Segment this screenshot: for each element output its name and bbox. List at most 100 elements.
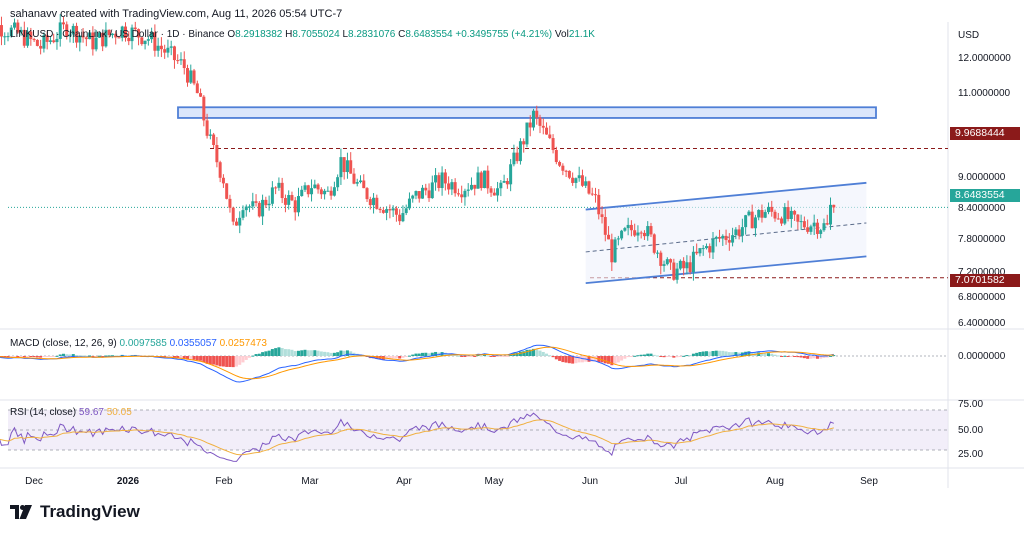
candle-body bbox=[469, 184, 473, 190]
macd-histogram-bar bbox=[443, 352, 447, 356]
candle-body bbox=[776, 218, 780, 220]
macd-histogram-bar bbox=[280, 348, 284, 356]
macd-histogram-bar bbox=[323, 351, 327, 356]
candle-body bbox=[509, 164, 513, 185]
macd-histogram-bar bbox=[796, 356, 800, 358]
macd-histogram-bar bbox=[345, 350, 349, 356]
time-axis-label: Mar bbox=[301, 476, 319, 487]
macd-histogram-bar bbox=[176, 356, 180, 359]
candle-body bbox=[479, 172, 483, 189]
time-axis-label: Jun bbox=[581, 476, 599, 487]
candle-body bbox=[424, 187, 428, 191]
candle-body bbox=[456, 193, 460, 195]
candle-body bbox=[783, 207, 787, 224]
candle-body bbox=[385, 209, 389, 213]
macd-histogram-bar bbox=[61, 353, 65, 356]
macd-histogram-bar bbox=[460, 356, 464, 357]
macd-histogram-bar bbox=[261, 352, 265, 356]
macd-histogram-bar bbox=[91, 356, 95, 357]
low-value: 8.2831076 bbox=[348, 29, 396, 40]
macd-histogram-bar bbox=[238, 356, 242, 365]
macd-histogram-bar bbox=[42, 356, 46, 357]
candle-body bbox=[502, 180, 506, 183]
candle-body bbox=[300, 189, 304, 197]
macd-histogram-bar bbox=[731, 352, 735, 356]
candle-body bbox=[381, 210, 385, 213]
chart-credit: sahanavv created with TradingView.com, A… bbox=[10, 8, 343, 20]
macd-histogram-bar bbox=[558, 356, 562, 361]
macd-histogram-bar bbox=[120, 354, 124, 356]
macd-histogram-bar bbox=[274, 348, 278, 356]
candle-body bbox=[75, 25, 79, 43]
rsi-tick: 25.00 bbox=[958, 449, 984, 460]
macd-histogram-bar bbox=[192, 356, 196, 360]
macd-histogram-bar bbox=[535, 349, 539, 356]
macd-histogram-bar bbox=[554, 356, 558, 360]
macd-histogram-bar bbox=[793, 356, 797, 357]
candle-body bbox=[633, 230, 637, 236]
macd-histogram-bar bbox=[486, 355, 490, 357]
candle-body bbox=[290, 195, 294, 201]
macd-histogram-bar bbox=[538, 350, 542, 356]
candle-body bbox=[372, 197, 376, 206]
macd-histogram-bar bbox=[75, 355, 79, 357]
macd-histogram-bar bbox=[489, 356, 493, 357]
macd-histogram-bar bbox=[600, 356, 604, 363]
candle-body bbox=[130, 27, 134, 42]
candle-body bbox=[499, 182, 503, 189]
candle-body bbox=[665, 259, 669, 265]
macd-histogram-bar bbox=[306, 350, 310, 356]
macd-histogram-bar bbox=[724, 351, 728, 356]
macd-histogram-bar bbox=[221, 356, 225, 367]
candle-body bbox=[561, 165, 565, 171]
candle-body bbox=[600, 214, 604, 218]
macd-histogram-bar bbox=[84, 355, 88, 357]
macd-histogram-bar bbox=[228, 356, 232, 367]
candle-body bbox=[518, 141, 522, 162]
macd-hist-value: 0.0097585 bbox=[119, 338, 167, 349]
candle-body bbox=[505, 180, 509, 185]
candle-body bbox=[636, 232, 640, 236]
macd-histogram-bar bbox=[770, 353, 774, 356]
candle-body bbox=[349, 160, 353, 174]
candle-body bbox=[310, 188, 314, 195]
macd-histogram-bar bbox=[574, 356, 578, 364]
candle-body bbox=[708, 246, 712, 253]
candle-body bbox=[669, 259, 673, 263]
symbol-title[interactable]: LINKUSD · ChainLink / US Dollar · 1D · B… bbox=[10, 29, 225, 40]
candle-body bbox=[16, 22, 20, 33]
price-tick: 7.8000000 bbox=[958, 234, 1006, 245]
candle-body bbox=[760, 210, 764, 218]
candle-body bbox=[48, 40, 52, 42]
candle-body bbox=[212, 134, 216, 145]
candle-body bbox=[205, 120, 209, 136]
macd-label: MACD (close, 12, 26, 9) bbox=[10, 338, 117, 349]
candle-body bbox=[747, 211, 751, 216]
macd-histogram-bar bbox=[270, 349, 274, 356]
macd-histogram-bar bbox=[179, 356, 183, 359]
candle-body bbox=[238, 217, 242, 226]
macd-histogram-bar bbox=[734, 352, 738, 356]
tradingview-logo[interactable]: TradingView bbox=[10, 502, 140, 522]
macd-histogram-bar bbox=[13, 356, 17, 357]
macd-histogram-bar bbox=[704, 351, 708, 356]
macd-histogram-bar bbox=[427, 353, 431, 356]
candle-body bbox=[127, 37, 131, 42]
macd-legend[interactable]: MACD (close, 12, 26, 9) 0.0097585 0.0355… bbox=[10, 338, 267, 349]
candle-body bbox=[195, 83, 199, 94]
candle-body bbox=[133, 27, 137, 30]
macd-histogram-bar bbox=[411, 354, 415, 356]
candle-body bbox=[822, 223, 826, 231]
candle-body bbox=[450, 182, 454, 190]
macd-signal-line bbox=[0, 346, 834, 380]
close-label: C bbox=[398, 29, 406, 40]
candle-body bbox=[176, 60, 180, 62]
macd-histogram-bar bbox=[110, 355, 114, 357]
macd-histogram-bar bbox=[329, 352, 333, 356]
low-label: L bbox=[342, 29, 349, 40]
rsi-legend[interactable]: RSI (14, close) 59.67 50.05 bbox=[10, 407, 132, 418]
candle-body bbox=[26, 31, 30, 46]
candle-body bbox=[107, 29, 111, 36]
macd-histogram-bar bbox=[789, 356, 793, 357]
